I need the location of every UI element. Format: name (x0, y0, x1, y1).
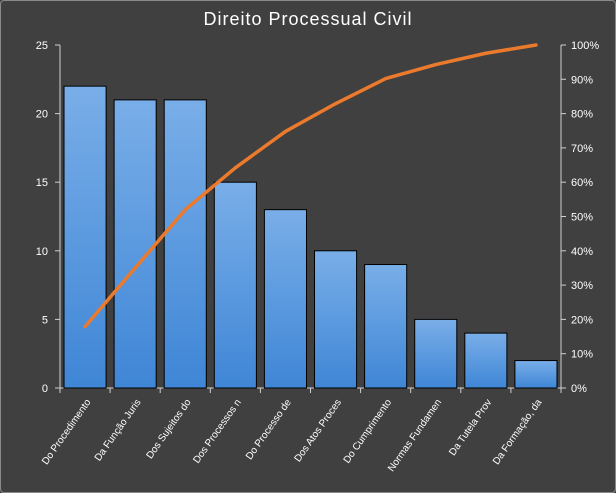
category-label: Da Função Juris (93, 397, 144, 463)
category-label: Dos Atos Proces (293, 397, 344, 464)
bar (414, 318, 458, 389)
left-tick-label: 15 (36, 177, 48, 189)
bar (63, 85, 107, 389)
right-tick-label: 60% (571, 177, 593, 189)
left-tick-label: 10 (36, 246, 48, 258)
category-label: Do Procedimento (40, 397, 94, 467)
bar (464, 332, 508, 389)
left-tick-label: 25 (36, 40, 48, 52)
bar (314, 250, 358, 389)
chart-title: Direito Processual Civil (203, 9, 412, 29)
bar (364, 264, 408, 389)
left-tick-label: 0 (42, 383, 48, 395)
plot-area: 0 5 10 15 20 25 0% 10% 20% 30% 40% 50% 60% 70% 80% 90% 1… (36, 40, 600, 474)
right-tick-label: 50% (571, 212, 593, 224)
bar (113, 99, 157, 389)
category-label: Da Formação, da (491, 397, 545, 467)
left-tick-label: 5 (42, 314, 48, 326)
bar (213, 181, 257, 389)
right-tick-label: 70% (571, 143, 593, 155)
right-tick-label: 0% (571, 383, 587, 395)
right-tick-label: 100% (571, 40, 599, 52)
category-label: Dos Processos n (191, 397, 243, 465)
category-label: Normas Fundamen (386, 397, 444, 473)
right-tick-label: 20% (571, 314, 593, 326)
right-tick-label: 90% (571, 74, 593, 86)
category-label: Do Cumprimento (342, 397, 395, 466)
left-tick-label: 20 (36, 109, 48, 121)
right-tick-label: 80% (571, 109, 593, 121)
category-label: Da Tutela Prov (447, 397, 494, 458)
bar (514, 360, 558, 389)
right-tick-label: 10% (571, 349, 593, 361)
right-tick-label: 40% (571, 246, 593, 258)
bar (263, 209, 307, 389)
category-label: Do Processo de (244, 397, 294, 462)
cumulative-line (83, 43, 538, 329)
right-tick-label: 30% (571, 280, 593, 292)
bar (163, 99, 207, 389)
category-label: Dos Sujeitos do (145, 397, 194, 461)
